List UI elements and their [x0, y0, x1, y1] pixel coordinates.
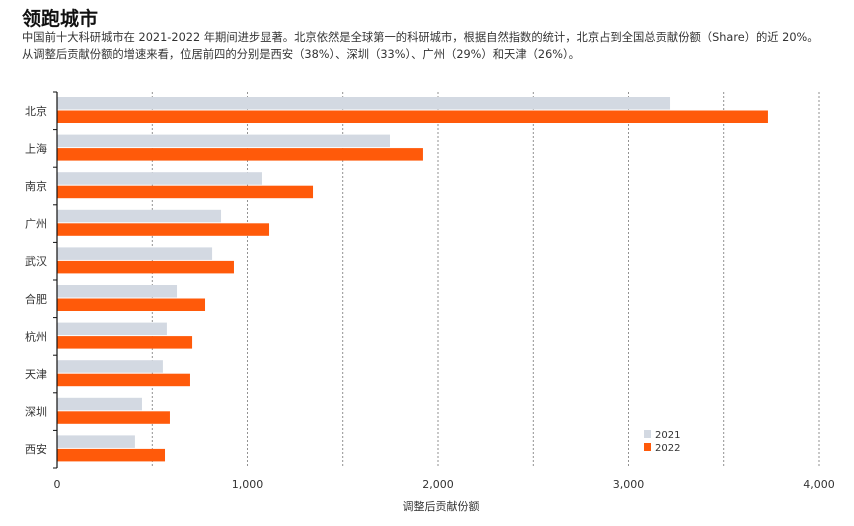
bar-2022	[57, 223, 270, 236]
category-label: 广州	[25, 218, 47, 231]
bar-2022	[57, 298, 206, 311]
category-label: 深圳	[25, 406, 47, 419]
x-tick-label: 3,000	[613, 478, 645, 491]
legend-label: 2022	[655, 443, 680, 454]
chart-description: 中国前十大科研城市在 2021-2022 年期间进步显著。北京依然是全球第一的科…	[22, 29, 852, 63]
bar-2022	[57, 336, 193, 349]
x-tick-label: 0	[54, 478, 61, 491]
category-label: 天津	[25, 368, 47, 381]
x-tick-label: 4,000	[803, 478, 835, 491]
bar-2022	[57, 411, 170, 424]
bar-2021	[57, 397, 142, 411]
legend: 2021 2022	[644, 430, 680, 454]
bar-2022	[57, 260, 234, 274]
category-label: 西安	[25, 442, 47, 456]
x-axis-label: 调整后贡献份额	[403, 499, 480, 513]
category-label: 上海	[25, 141, 47, 155]
chart-title: 领跑城市	[22, 8, 99, 30]
bar-2022	[57, 448, 166, 462]
legend-swatch	[644, 430, 651, 438]
bar-2021	[57, 322, 167, 336]
bar-2022	[57, 148, 423, 161]
legend-label: 2021	[655, 430, 680, 441]
bar-2021	[57, 172, 262, 185]
bar-2021	[57, 435, 135, 448]
category-label: 合肥	[25, 292, 47, 306]
x-tick-label: 1,000	[232, 478, 264, 491]
category-label: 南京	[25, 179, 47, 193]
bar-2021	[57, 97, 671, 110]
legend-swatch	[644, 443, 651, 451]
bar-2021	[57, 285, 178, 298]
bar-2022	[57, 373, 190, 387]
bar-2021	[57, 209, 222, 223]
bar-2021	[57, 134, 390, 148]
category-label: 杭州	[25, 329, 47, 343]
bar-2021	[57, 247, 213, 260]
bar-2022	[57, 185, 314, 199]
x-tick-label: 2,000	[422, 478, 454, 491]
description-line-1: 中国前十大科研城市在 2021-2022 年期间进步显著。北京依然是全球第一的科…	[22, 31, 819, 44]
bar-2021	[57, 360, 163, 373]
category-label: 北京	[25, 104, 47, 118]
bar-2022	[57, 110, 768, 123]
description-line-2: 从调整后贡献份额的增速来看，位居前四的分别是西安（38%）、深圳（33%）、广州…	[22, 48, 580, 61]
category-label: 武汉	[25, 255, 47, 268]
